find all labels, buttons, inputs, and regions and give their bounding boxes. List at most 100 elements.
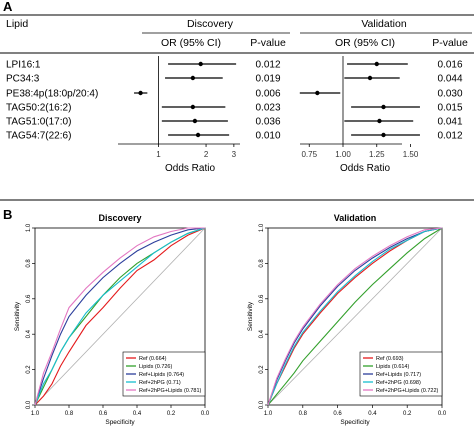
y-tick-label: 0.8 [26,259,32,268]
lipid-name-label: LPI16:1 [6,60,41,71]
x-tick-label: 1.0 [31,411,40,417]
x-tick-label: 0.8 [299,411,308,417]
x-axis-title: Odds Ratio [165,163,215,174]
x-tick-label: 0.0 [438,411,447,417]
odds-ratio-point [138,90,143,96]
plot-frame [267,227,443,406]
roc-curve-4 [34,227,205,406]
legend-box [359,351,443,397]
legend-label: Ref+2hPG (0.698) [376,380,421,386]
validation-pvalue: 0.015 [437,103,462,114]
y-tick-label: 1.0 [259,223,265,232]
roc-curve-4 [267,227,443,406]
validation-pvalue: 0.041 [437,117,462,128]
odds-ratio-point [192,118,198,124]
validation-pvalue-header: P-value [432,37,468,49]
legend-label: Ref+2hPG+Lipids (0.722) [376,388,439,394]
x-tick-label: 1.25 [369,150,385,159]
lipid-name-label: PE38:4p(18:0p/20:4) [6,89,98,100]
odds-ratio-point [381,104,386,110]
validation-group-header: Validation [361,18,406,30]
legend-label: Lipids (0.614) [376,364,409,370]
lipid-name-label: PC34:3 [6,74,40,85]
discovery-group-header: Discovery [187,18,234,30]
roc-curve-2 [34,227,206,406]
validation-forest-plot: 0.75 1.00 1.25 1.50 Odds Ratio [299,56,420,174]
y-tick-label: 1.0 [26,223,32,232]
lipid-column-header: Lipid [6,18,28,30]
y-axis-title: Sensitivity [247,301,254,331]
legend-label: Ref (0.664) [139,356,167,362]
x-tick-label: 1.0 [264,411,273,417]
discovery-pvalue: 0.019 [255,74,280,85]
validation-pvalue: 0.016 [437,60,462,71]
x-tick-label: 3 [232,150,237,159]
roc-curve-3 [34,227,206,406]
x-tick-label: 1.50 [403,150,419,159]
roc-curve-2 [267,227,443,406]
x-tick-label: 0.8 [65,411,74,417]
y-tick-label: 0.0 [26,400,32,409]
x-axis-title: Specificity [105,419,135,426]
odds-ratio-point [374,61,379,67]
x-tick-label: 0.6 [99,411,108,417]
legend-box [122,351,206,397]
x-tick-label: 0.2 [403,411,412,417]
odds-ratio-point [195,132,201,138]
y-axis-title: Sensitivity [14,301,21,331]
x-tick-label: 0.75 [301,150,317,159]
y-tick-label: 0.2 [26,365,32,374]
odds-ratio-point [190,75,196,81]
y-tick-label: 0.0 [259,400,265,409]
discovery-forest-plot: 1 2 3 Odds Ratio [118,56,240,174]
y-tick-label: 0.2 [259,365,265,374]
panel-a-label: A [3,0,13,14]
odds-ratio-point [315,90,320,96]
chance-diagonal [267,227,443,406]
validation-pvalue: 0.012 [437,131,462,142]
discovery-pvalue: 0.010 [255,131,280,142]
validation-pvalue-column: 0.016 0.044 0.030 0.015 0.041 0.012 [437,60,462,142]
legend-label: Ref+Lipids (0.717) [376,372,421,378]
discovery-pvalue: 0.006 [255,89,280,100]
roc-curve-0 [34,227,206,406]
roc-curve-1 [267,227,443,406]
validation-pvalue: 0.030 [437,89,462,100]
lipid-name-label: TAG51:0(17:0) [6,117,71,128]
roc-title: Validation [334,213,377,223]
x-tick-label: 2 [204,150,209,159]
lipid-name-label: TAG54:7(22:6) [6,131,71,142]
odds-ratio-point [367,75,373,81]
legend-label: Ref+2hPG (0.71) [139,380,181,386]
y-tick-label: 0.4 [26,329,32,338]
validation-pvalue: 0.044 [437,74,462,85]
legend-label: Lipids (0.726) [139,364,172,370]
discovery-pvalue: 0.023 [255,103,280,114]
discovery-pvalue-column: 0.012 0.019 0.006 0.023 0.036 0.010 [255,60,280,142]
x-tick-label: 0.4 [133,411,142,417]
roc-curve-3 [267,227,443,406]
y-tick-label: 0.8 [259,259,265,268]
x-tick-label: 0.2 [167,411,176,417]
discovery-pvalue-header: P-value [250,37,286,49]
x-tick-label: 1.00 [335,150,351,159]
validation-roc-chart: Validation 0.0 0.2 0.4 0.6 0.8 1.0 Sensitivity 1… [247,213,447,426]
panel-b-label: B [3,207,12,222]
y-tick-label: 0.4 [259,329,265,338]
x-axis-title: Odds Ratio [340,163,390,174]
y-tick-label: 0.6 [26,294,32,303]
validation-or-ci-header: OR (95% CI) [335,37,395,49]
discovery-or-ci-header: OR (95% CI) [161,37,221,49]
lipid-name-column: LPI16:1 PC34:3 PE38:4p(18:0p/20:4) TAG50:2(… [6,60,98,142]
legend-label: Ref+2hPG+Lipids (0.781) [139,388,202,394]
discovery-pvalue: 0.036 [255,117,280,128]
odds-ratio-point [377,118,382,124]
x-tick-label: 0.6 [333,411,342,417]
x-axis-title: Specificity [340,419,370,426]
legend-label: Ref (0.693) [376,356,404,362]
discovery-pvalue: 0.012 [255,60,280,71]
x-tick-label: 1 [156,150,161,159]
odds-ratio-point [381,132,386,138]
y-tick-label: 0.6 [259,294,265,303]
